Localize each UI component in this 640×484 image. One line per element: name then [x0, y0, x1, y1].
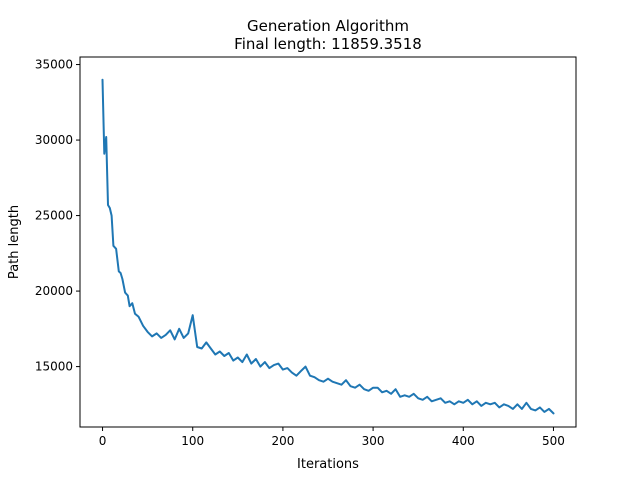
x-tick-label: 0 [99, 434, 107, 448]
chart-title: Generation Algorithm [247, 17, 409, 35]
y-tick-label: 20000 [35, 284, 73, 298]
y-tick-label: 35000 [35, 58, 73, 72]
y-axis-label: Path length [7, 205, 22, 279]
y-tick-label: 25000 [35, 209, 73, 223]
x-tick-label: 200 [271, 434, 294, 448]
x-tick-label: 500 [542, 434, 565, 448]
plot-area: 0 100 200 300 400 500 15000 20000 25000 30000 350… [35, 56, 577, 448]
y-axis-ticks: 15000 20000 25000 30000 35000 [35, 58, 80, 374]
x-tick-label: 100 [181, 434, 204, 448]
y-tick-label: 30000 [35, 133, 73, 147]
series-line [101, 78, 555, 415]
x-tick-label: 400 [452, 434, 475, 448]
chart-subtitle: Final length: 11859.3518 [234, 35, 422, 53]
axes-frame [79, 56, 577, 428]
x-axis-ticks: 0 100 200 300 400 500 [99, 427, 565, 448]
x-tick-label: 300 [362, 434, 385, 448]
x-axis-label: Iterations [297, 457, 359, 472]
y-tick-label: 15000 [35, 360, 73, 374]
